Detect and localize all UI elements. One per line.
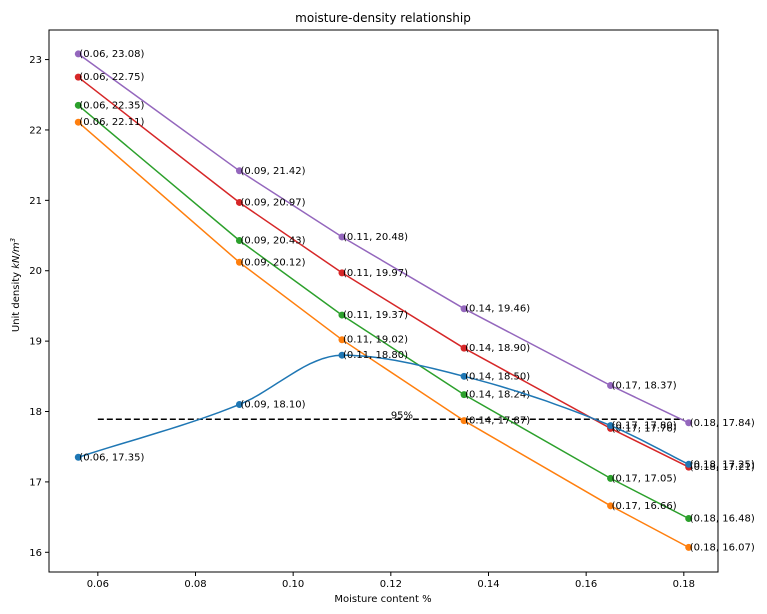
data-point	[338, 269, 346, 277]
data-label: (0.09, 20.12)	[240, 257, 305, 268]
chart-title: moisture-density relationship	[295, 11, 471, 25]
data-point	[235, 236, 243, 244]
x-tick-label: 0.06	[87, 579, 109, 590]
y-tick-label: 22	[29, 125, 42, 136]
y-tick-label: 19	[29, 337, 42, 348]
data-point	[685, 515, 693, 523]
data-label: (0.18, 17.21)	[690, 462, 755, 473]
y-tick-label: 20	[29, 266, 42, 277]
data-label: (0.18, 17.84)	[690, 418, 755, 429]
data-point	[235, 258, 243, 266]
x-tick-label: 0.12	[380, 579, 402, 590]
data-label: (0.14, 19.46)	[465, 304, 530, 315]
data-point	[460, 372, 468, 380]
data-point	[685, 419, 693, 427]
data-point	[607, 381, 615, 389]
y-tick-label: 23	[29, 55, 42, 66]
data-point	[338, 311, 346, 319]
data-label: (0.17, 17.76)	[612, 423, 677, 434]
data-point	[235, 167, 243, 175]
data-point	[607, 474, 615, 482]
y-tick-label: 21	[29, 196, 42, 207]
data-point	[460, 344, 468, 352]
data-point	[74, 118, 82, 126]
data-point	[74, 50, 82, 58]
reference-line-label: 95%	[391, 410, 413, 421]
data-point	[338, 336, 346, 344]
x-axis-label: Moisture content %	[334, 594, 431, 605]
data-point	[235, 198, 243, 206]
data-point	[460, 305, 468, 313]
axes: 0.06 0.08 0.10 0.12 0.14 0.16 0.18 16 17 18 19 20 21…	[29, 55, 695, 590]
plot-frame	[48, 29, 719, 573]
x-tick-label: 0.18	[673, 579, 695, 590]
y-tick-label: 16	[29, 548, 42, 559]
x-tick-label: 0.08	[184, 579, 206, 590]
data-label: (0.18, 16.07)	[690, 542, 755, 553]
data-point	[685, 543, 693, 551]
data-label: (0.14, 18.90)	[465, 343, 530, 354]
plot-area: 95% (0.06, 23.08) (0.09, 21.42) (0.11, 20.4…	[74, 49, 755, 553]
data-label: (0.17, 17.05)	[612, 473, 677, 484]
data-label: (0.06, 22.11)	[79, 117, 144, 128]
x-tick-label: 0.10	[282, 579, 304, 590]
data-point	[607, 502, 615, 510]
data-label: (0.06, 17.35)	[79, 452, 144, 463]
series-line	[77, 121, 690, 549]
data-label: (0.11, 18.80)	[343, 350, 408, 361]
data-point	[460, 417, 468, 425]
data-label: (0.14, 18.50)	[465, 371, 530, 382]
data-point	[685, 460, 693, 468]
data-label: (0.17, 18.37)	[612, 380, 677, 391]
data-point	[460, 391, 468, 399]
data-label: (0.11, 20.48)	[343, 232, 408, 243]
data-label: (0.06, 22.75)	[79, 72, 144, 83]
data-label: (0.09, 18.10)	[240, 399, 305, 410]
data-label: (0.06, 22.35)	[79, 100, 144, 111]
data-label: (0.09, 21.42)	[240, 166, 305, 177]
data-label: (0.14, 17.87)	[465, 416, 530, 427]
data-label: (0.14, 18.24)	[465, 390, 530, 401]
data-point	[235, 400, 243, 408]
series-line	[77, 53, 690, 424]
data-label: (0.06, 23.08)	[79, 49, 144, 60]
data-label: (0.11, 19.02)	[343, 335, 408, 346]
data-point	[74, 453, 82, 461]
series-line	[77, 76, 690, 468]
data-label: (0.09, 20.43)	[240, 235, 305, 246]
y-axis-label-unit: kN/m	[11, 242, 22, 269]
series-line	[77, 104, 690, 520]
x-tick-label: 0.14	[477, 579, 499, 590]
data-point	[338, 233, 346, 241]
y-tick-label: 17	[29, 477, 42, 488]
data-point	[338, 351, 346, 359]
y-axis-label-unit-exponent: 3	[9, 238, 17, 242]
y-axis-label: Unit density kN/m3	[9, 238, 22, 332]
data-label: (0.11, 19.37)	[343, 310, 408, 321]
y-axis-label-text: Unit density	[11, 272, 22, 332]
data-point	[74, 101, 82, 109]
y-tick-label: 18	[29, 407, 42, 418]
x-tick-label: 0.16	[575, 579, 597, 590]
data-label: (0.17, 17.80)	[612, 421, 677, 432]
data-label: (0.09, 20.97)	[240, 197, 305, 208]
series-line	[78, 354, 690, 465]
data-label: (0.18, 17.25)	[690, 459, 755, 470]
data-point	[74, 73, 82, 81]
data-label: (0.11, 19.97)	[343, 268, 408, 279]
data-label: (0.18, 16.48)	[690, 514, 755, 525]
data-label: (0.17, 16.66)	[612, 501, 677, 512]
data-point	[607, 422, 615, 430]
